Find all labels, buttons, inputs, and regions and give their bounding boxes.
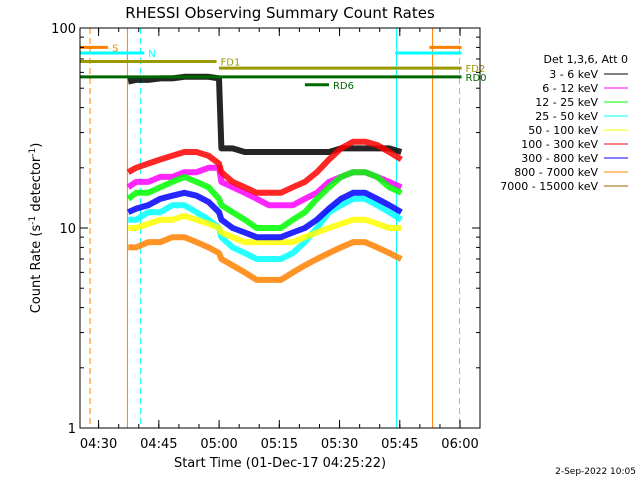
legend-label-1: 6 - 12 keV: [542, 82, 598, 95]
y-axis-label: Count Rate (s-1 detector-1): [28, 143, 44, 314]
axis-layer: 1 10 100 04:30 04:45 05:00 05:15 05:30 05:45 06:0…: [51, 22, 480, 452]
chart-title: RHESSI Observing Summary Count Rates: [125, 4, 435, 22]
legend-label-0: 3 - 6 keV: [549, 68, 598, 81]
legend-label-2: 12 - 25 keV: [535, 96, 598, 109]
x-tick-label-4: 05:30: [321, 437, 358, 452]
x-axis-label: Start Time (01-Dec-17 04:25:22): [174, 456, 386, 471]
y-axis-label-sup2: -1: [28, 148, 38, 157]
plot-timestamp: 2-Sep-2022 10:05: [555, 467, 636, 477]
legend-label-8: 7000 - 15000 keV: [500, 180, 598, 193]
y-axis-label-sup: -1: [28, 216, 38, 225]
y-tick-label-1: 10: [59, 222, 76, 237]
y-axis-label-mid: detector: [29, 156, 44, 216]
series-line-3: [128, 195, 403, 262]
state-bar-label-5: RD6: [333, 81, 354, 92]
y-axis-label-close: ): [29, 143, 44, 148]
x-tick-label-1: 04:45: [140, 437, 177, 452]
series-line-2: [126, 169, 403, 231]
x-tick-label-2: 05:00: [200, 437, 237, 452]
legend-label-3: 25 - 50 keV: [535, 110, 598, 123]
legend-header: Det 1,3,6, Att 0: [544, 53, 628, 66]
legend-label-6: 300 - 800 keV: [521, 152, 598, 165]
state-bar-label-2: FD1: [221, 57, 241, 68]
x-tick-label-6: 06:00: [441, 437, 478, 452]
series-line-0: [127, 73, 403, 155]
y-tick-label-2: 100: [51, 22, 76, 37]
legend-label-4: 50 - 100 keV: [528, 124, 598, 137]
series-line-7: [128, 234, 403, 283]
state-bar-label-1: N: [148, 49, 155, 60]
state-bar-label-4: RD0: [466, 73, 487, 84]
x-tick-label-3: 05:15: [261, 437, 298, 452]
series-line-5: [126, 138, 403, 196]
x-tick-label-0: 04:30: [80, 437, 117, 452]
y-axis-label-main: Count Rate (s: [29, 225, 44, 314]
legend-label-7: 800 - 7000 keV: [514, 166, 598, 179]
y-tick-label-0: 1: [68, 422, 76, 437]
series-line-6: [126, 189, 403, 241]
state-bar-label-0: S: [112, 43, 118, 54]
x-tick-label-5: 05:45: [381, 437, 418, 452]
legend-label-5: 100 - 300 keV: [521, 138, 598, 151]
state-bar-label-3: FD2: [466, 64, 486, 75]
series-line-4: [128, 212, 402, 246]
